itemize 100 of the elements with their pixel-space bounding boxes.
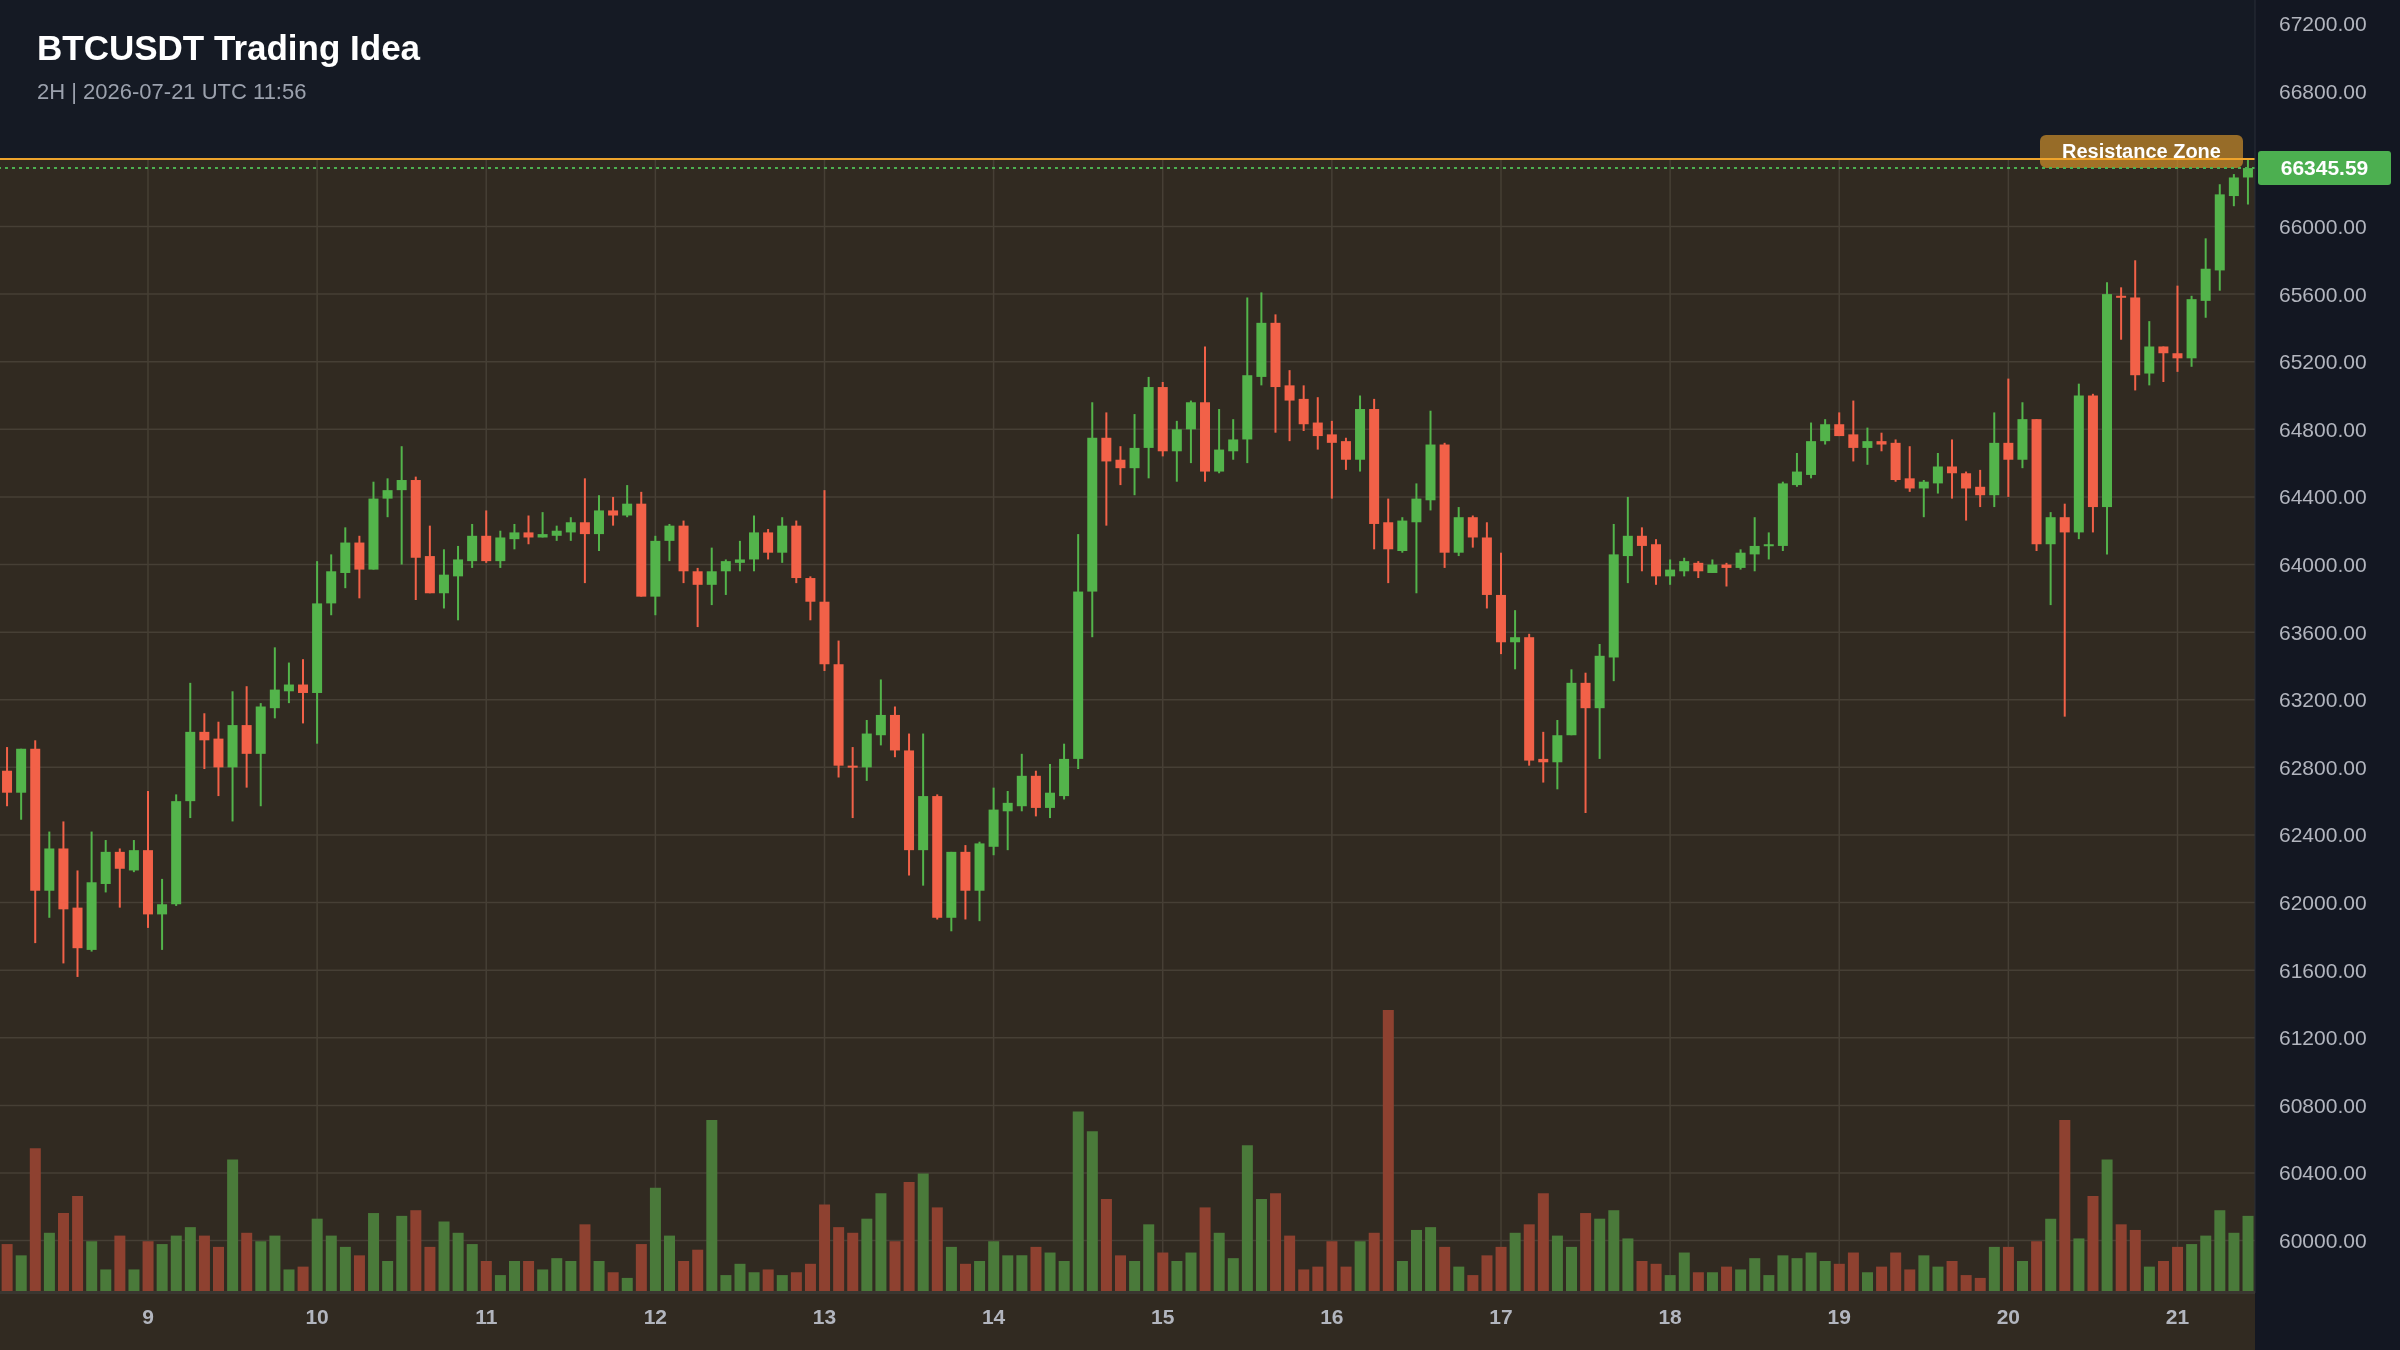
bar [621, 1277, 633, 1292]
bar [903, 1182, 915, 1292]
y-tick-label: 66800.00 [2279, 79, 2367, 103]
bar [424, 1246, 436, 1292]
candlestick [1312, 396, 1323, 451]
bar [2045, 1218, 2057, 1292]
bar [1, 1244, 13, 1292]
candlestick [875, 678, 886, 747]
candlestick [1326, 419, 1337, 500]
candlestick [509, 522, 520, 551]
bar [1171, 1260, 1183, 1292]
bar [43, 1232, 55, 1292]
bar [762, 1269, 774, 1292]
bar [184, 1227, 196, 1292]
bar [1072, 1111, 1084, 1292]
candlestick [622, 484, 633, 519]
x-tick-label: 9 [142, 1304, 154, 1328]
candlestick [1284, 369, 1295, 443]
bar [494, 1275, 506, 1292]
bar [2200, 1235, 2212, 1292]
bar [1523, 1224, 1535, 1292]
bar [452, 1232, 464, 1292]
candlestick [2228, 173, 2239, 208]
bar [551, 1258, 563, 1292]
bar [1735, 1269, 1747, 1292]
bar [2002, 1246, 2014, 1292]
x-tick-label: 16 [1320, 1304, 1344, 1328]
x-tick-label: 19 [1827, 1304, 1851, 1328]
y-tick-label: 60400.00 [2279, 1161, 2367, 1185]
bar [1622, 1238, 1634, 1292]
y-tick-label: 64000.00 [2279, 552, 2367, 576]
bar [960, 1263, 971, 1292]
bar [565, 1260, 577, 1292]
bar [255, 1241, 267, 1292]
y-tick-label: 60800.00 [2279, 1093, 2367, 1117]
bar [466, 1244, 478, 1292]
bar [1298, 1269, 1310, 1292]
bar [1086, 1131, 1098, 1292]
bar [790, 1272, 802, 1292]
candlestick [720, 558, 731, 596]
candlestick [2, 746, 13, 808]
bar [875, 1193, 887, 1292]
bar [128, 1269, 140, 1292]
bar [2115, 1224, 2127, 1292]
bar [1255, 1198, 1267, 1292]
x-tick-label: 18 [1658, 1304, 1683, 1328]
candlestick [706, 546, 717, 607]
ref-line-label: Resistance Zone [2062, 140, 2221, 163]
bar [931, 1207, 943, 1292]
candlestick [1340, 436, 1351, 471]
candlestick [1044, 762, 1055, 820]
bar [2172, 1246, 2184, 1292]
y-tick-label: 64400.00 [2279, 485, 2367, 509]
candlestick [1932, 451, 1943, 495]
candlestick [1467, 514, 1478, 549]
candlestick [1510, 609, 1521, 671]
bar [2017, 1260, 2029, 1292]
bar [480, 1260, 492, 1292]
candlestick [523, 514, 534, 546]
ref-line-label: 66345.59 [2280, 156, 2369, 180]
bar [1495, 1246, 1507, 1292]
bar [1833, 1263, 1845, 1292]
bar [720, 1275, 732, 1292]
bar [1312, 1266, 1324, 1292]
bar [170, 1235, 182, 1292]
bar [1213, 1232, 1225, 1292]
bar [368, 1213, 380, 1292]
y-tick-label: 62400.00 [2279, 823, 2367, 847]
bar [311, 1218, 323, 1292]
bar [241, 1232, 253, 1292]
candlestick [1214, 408, 1225, 475]
candlestick [199, 712, 210, 771]
candlestick [1749, 516, 1760, 573]
bar [1227, 1258, 1239, 1292]
x-tick-label: 14 [981, 1304, 1006, 1328]
bar [1326, 1241, 1338, 1292]
bar [1960, 1275, 1972, 1292]
candlestick [608, 495, 619, 527]
candlestick [128, 839, 139, 874]
bar [2073, 1238, 2085, 1292]
candlestick [2059, 502, 2070, 718]
bar [114, 1235, 126, 1292]
bar [1509, 1232, 1521, 1292]
x-tick-label: 15 [1151, 1304, 1175, 1328]
bar [917, 1173, 929, 1292]
candlestick [1946, 438, 1957, 500]
bar [1284, 1235, 1296, 1292]
candlestick [2116, 286, 2127, 341]
x-tick-label: 12 [643, 1304, 668, 1328]
candlestick [664, 522, 675, 563]
bar [86, 1241, 98, 1292]
bar [1664, 1275, 1676, 1292]
bar [1608, 1210, 1620, 1292]
bar [1270, 1193, 1282, 1292]
bar [2087, 1196, 2099, 1292]
bar [1777, 1255, 1789, 1292]
candlestick [1622, 495, 1633, 585]
bar [1890, 1252, 1902, 1292]
bar [1439, 1246, 1451, 1292]
bar [1481, 1255, 1493, 1292]
